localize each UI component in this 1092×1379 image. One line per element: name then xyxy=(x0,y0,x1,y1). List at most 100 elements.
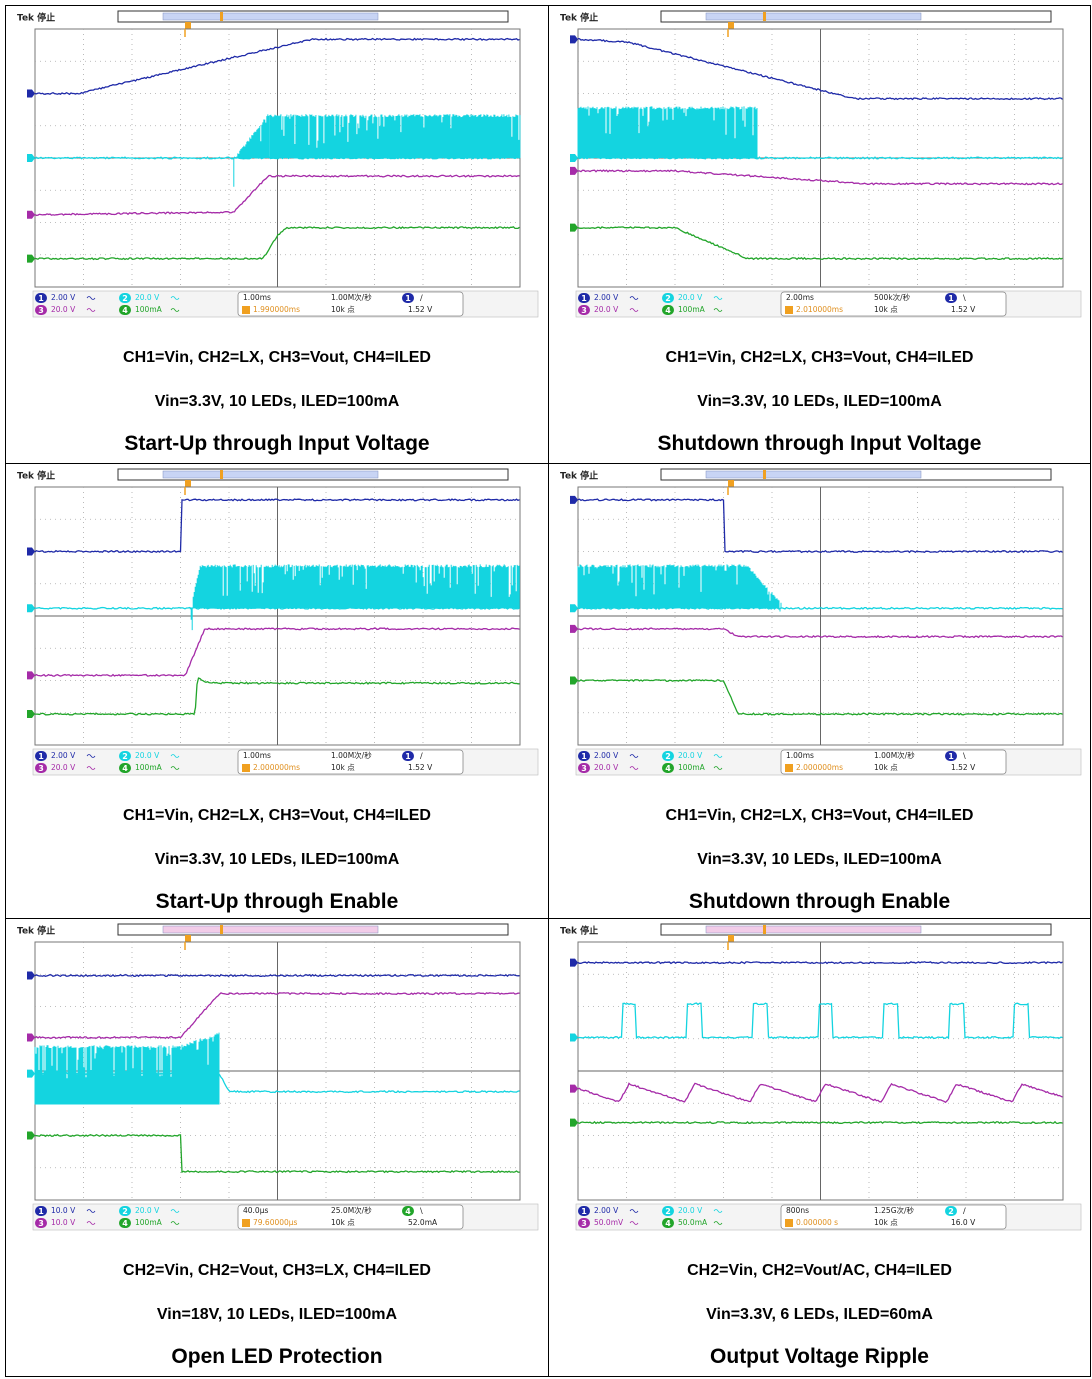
channel-marker xyxy=(570,959,578,967)
trigger-slope: / xyxy=(420,752,423,761)
figure-cell: Tek 停止12.00 V220.0 V320.0 V4100mA1.00ms2… xyxy=(548,463,1091,919)
channel-id: 2 xyxy=(665,752,671,761)
sample-rate: 1.00M次/秒 xyxy=(874,750,915,760)
trigger-position: 2.010000ms xyxy=(796,305,843,314)
caption: CH1=Vin, CH2=LX, CH3=Vout, CH4=ILED xyxy=(549,801,1090,831)
trigger-level: 1.52 V xyxy=(408,305,433,314)
channel-marker xyxy=(27,211,35,219)
channel-scale: 50.0mA xyxy=(678,1218,708,1227)
caption: Shutdown through Input Voltage xyxy=(549,429,1090,459)
channel-scale: 20.0 V xyxy=(51,305,76,314)
record-length: 10k 点 xyxy=(874,763,898,772)
record-window xyxy=(706,13,921,20)
scope-status: Tek 停止 xyxy=(560,470,598,482)
channel-marker xyxy=(570,1119,578,1127)
trigger-icon xyxy=(785,306,793,314)
caption: Shutdown through Enable xyxy=(549,887,1090,917)
trigger-t xyxy=(185,22,191,29)
figure-cell: Tek 停止110.0 V220.0 V310.0 V4100mA40.0µs7… xyxy=(5,918,549,1377)
scope-status: Tek 停止 xyxy=(17,12,55,24)
page: Tek 停止 1 2.00 V 2 20.0 V 3 20.0 V 4 100mA 1.00ms 1… xyxy=(0,0,1092,1379)
trigger-icon xyxy=(242,306,250,314)
caption: Output Voltage Ripple xyxy=(549,1342,1090,1372)
channel-marker xyxy=(570,625,578,633)
scope-status: Tek 停止 xyxy=(17,470,55,482)
sample-rate: 1.00M次/秒 xyxy=(331,750,372,760)
trigger-slope: \ xyxy=(420,1207,423,1216)
channel-id: 4 xyxy=(665,764,671,773)
caption: CH2=Vin, CH2=Vout/AC, CH4=ILED xyxy=(549,1256,1090,1286)
channel-marker xyxy=(27,710,35,718)
caption: CH2=Vin, CH2=Vout, CH3=LX, CH4=ILED xyxy=(6,1256,548,1286)
trigger-position: 2.000000ms xyxy=(796,763,843,772)
channel-id: 1 xyxy=(38,752,44,761)
caption: Open LED Protection xyxy=(6,1342,548,1372)
channel-marker xyxy=(570,224,578,232)
channel-id: 3 xyxy=(581,1219,587,1228)
channel-scale: 20.0 V xyxy=(594,763,619,772)
channel-scale: 100mA xyxy=(678,305,706,314)
trigger-level: 16.0 V xyxy=(951,1218,976,1227)
trigger-channel: 1 xyxy=(948,294,954,303)
trigger-t xyxy=(728,935,734,942)
channel-scale: 100mA xyxy=(135,763,163,772)
caption: Start-Up through Input Voltage xyxy=(6,429,548,459)
record-length: 10k 点 xyxy=(331,1218,355,1227)
trigger-marker xyxy=(763,925,766,934)
caption: CH1=Vin, CH2=LX, CH3=Vout, CH4=ILED xyxy=(6,801,548,831)
channel-scale: 20.0 V xyxy=(678,751,703,760)
record-length: 10k 点 xyxy=(874,305,898,314)
channel-marker xyxy=(570,1085,578,1093)
caption: Vin=3.3V, 10 LEDs, ILED=100mA xyxy=(6,845,548,875)
trigger-position: 1.990000ms xyxy=(253,305,300,314)
timebase: 1.00ms xyxy=(243,751,271,760)
channel-scale: 2.00 V xyxy=(594,1206,619,1215)
trigger-slope: \ xyxy=(963,294,966,303)
trigger-level: 1.52 V xyxy=(951,763,976,772)
caption: CH1=Vin, CH2=LX, CH3=Vout, CH4=ILED xyxy=(6,343,548,373)
channel-id: 3 xyxy=(581,764,587,773)
caption: Vin=3.3V, 6 LEDs, ILED=60mA xyxy=(549,1300,1090,1330)
scope-status: Tek 停止 xyxy=(560,925,598,937)
scope-status: Tek 停止 xyxy=(17,925,55,937)
trigger-icon xyxy=(242,764,250,772)
channel-marker xyxy=(27,972,35,980)
channel-marker xyxy=(27,548,35,556)
channel-id: 1 xyxy=(581,294,587,303)
channel-scale: 20.0 V xyxy=(135,293,160,302)
trigger-t xyxy=(728,480,734,487)
channel-scale: 20.0 V xyxy=(594,305,619,314)
timebase: 1.00ms xyxy=(786,751,814,760)
trigger-position: 79.60000µs xyxy=(253,1218,298,1227)
channel-scale: 20.0 V xyxy=(135,751,160,760)
channel-id: 1 xyxy=(38,294,44,303)
switching-burst xyxy=(578,564,781,611)
channel-scale: 2.00 V xyxy=(51,293,76,302)
channel-scale: 20.0 V xyxy=(678,293,703,302)
record-length: 10k 点 xyxy=(331,763,355,772)
channel-scale: 10.0 V xyxy=(51,1218,76,1227)
trigger-position: 2.000000ms xyxy=(253,763,300,772)
channel-marker xyxy=(570,35,578,43)
trigger-marker xyxy=(763,12,766,21)
trigger-marker xyxy=(220,12,223,21)
channel-marker xyxy=(570,496,578,504)
trigger-channel: 1 xyxy=(405,752,411,761)
channel-marker xyxy=(27,154,35,162)
sample-rate: 1.00M次/秒 xyxy=(331,292,372,302)
channel-scale: 20.0 V xyxy=(51,763,76,772)
switching-burst xyxy=(578,106,757,158)
channel-id: 3 xyxy=(38,306,44,315)
trigger-slope: / xyxy=(420,294,423,303)
channel-id: 3 xyxy=(581,306,587,315)
channel-marker xyxy=(27,255,35,263)
channel-scale: 2.00 V xyxy=(51,751,76,760)
caption: Start-Up through Enable xyxy=(6,887,548,917)
channel-marker xyxy=(27,604,35,612)
